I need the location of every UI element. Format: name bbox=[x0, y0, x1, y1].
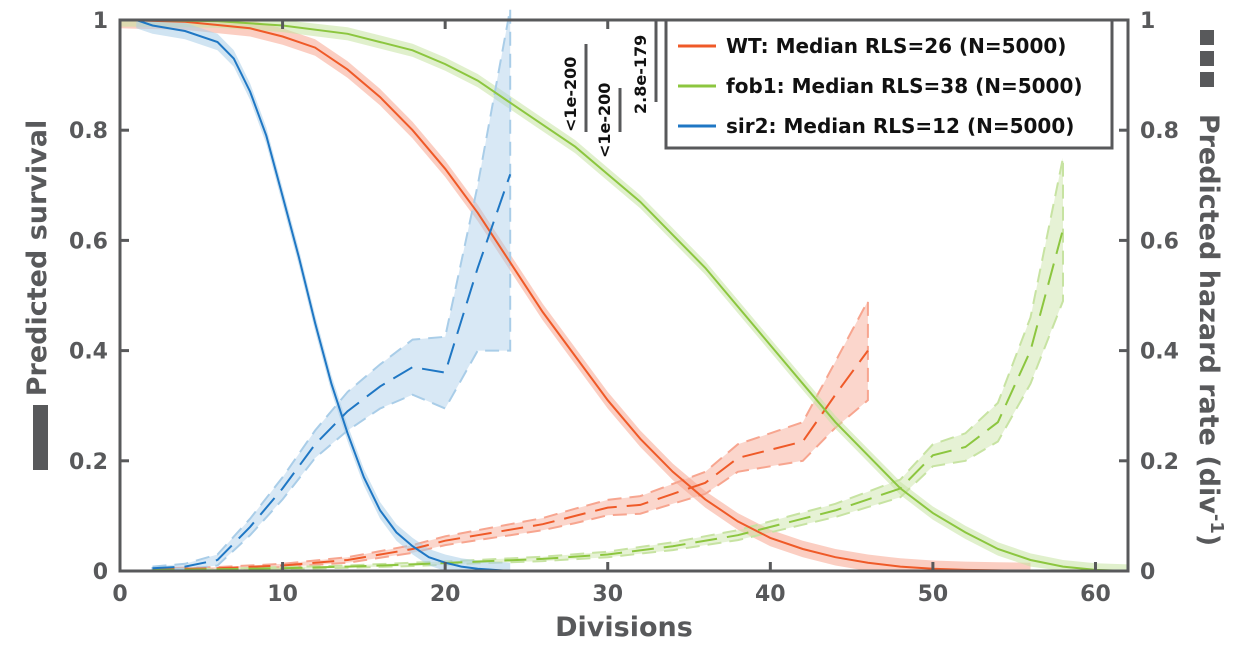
right-y-tick-label: 0.8 bbox=[1140, 119, 1179, 144]
series-line-layer bbox=[119, 19, 1129, 572]
legend-label: fob1: Median RLS=38 (N=5000) bbox=[726, 74, 1083, 98]
sir2-survival-line bbox=[135, 19, 511, 572]
right-y-tick-label: 0.6 bbox=[1140, 229, 1179, 254]
left-y-tick-label: 0.2 bbox=[69, 450, 108, 475]
solid-line-marker bbox=[33, 405, 48, 470]
x-tick-label: 20 bbox=[430, 582, 461, 607]
left-y-tick-label: 1 bbox=[93, 9, 108, 34]
dashed-line-marker bbox=[1200, 30, 1214, 87]
p-value-annotations: <1e-200 <1e-200 2.8e-179 bbox=[561, 20, 658, 158]
right-y-tick-label: 0 bbox=[1140, 560, 1155, 585]
fob1-survival-line bbox=[119, 19, 1129, 572]
legend-box bbox=[664, 18, 1114, 150]
plot-frame bbox=[118, 18, 1130, 573]
left-y-tick-label: 0 bbox=[93, 560, 108, 585]
wt-hazard-line bbox=[152, 350, 869, 571]
right-y-axis-title-superscript: -1 bbox=[1206, 514, 1227, 534]
right-y-tick-label: 1 bbox=[1140, 9, 1155, 34]
legend: WT: Median RLS=26 (N=5000) fob1: Median R… bbox=[664, 18, 1114, 150]
wt-hazard-band bbox=[151, 300, 869, 572]
dash-segment bbox=[1200, 51, 1214, 66]
right-y-axis-title-main: Predicted hazard rate (div bbox=[1193, 114, 1224, 514]
x-axis-title: Divisions bbox=[555, 612, 693, 643]
right-y-tick-label: 0.4 bbox=[1140, 340, 1179, 365]
left-y-tick-label: 0.8 bbox=[69, 119, 108, 144]
p-value-label: 2.8e-179 bbox=[631, 35, 650, 114]
x-tick-label: 30 bbox=[592, 582, 623, 607]
x-tick-label: 40 bbox=[755, 582, 786, 607]
confidence-band-layer bbox=[120, 8, 1128, 572]
sir2-hazard-line bbox=[152, 173, 512, 570]
left-y-tick-label: 0.4 bbox=[69, 340, 108, 365]
dash-segment bbox=[1200, 30, 1214, 45]
tick-layer: 0 10 20 30 40 50 600 00.2 0.20.4 0.40.6 0.60.8 0.81… bbox=[69, 9, 1179, 607]
legend-label: sir2: Median RLS=12 (N=5000) bbox=[726, 114, 1074, 138]
x-tick-label: 0 bbox=[112, 582, 127, 607]
fob1-hazard-line bbox=[152, 229, 1064, 571]
x-tick-label: 60 bbox=[1080, 582, 1111, 607]
legend-label: WT: Median RLS=26 (N=5000) bbox=[726, 34, 1066, 58]
right-y-axis-title: Predicted hazard rate (div-1) bbox=[1193, 114, 1227, 546]
p-value-label: <1e-200 bbox=[561, 57, 580, 132]
wt-survival-line bbox=[119, 19, 1031, 572]
left-y-tick-label: 0.6 bbox=[69, 229, 108, 254]
right-y-tick-label: 0.2 bbox=[1140, 450, 1179, 475]
left-y-axis-title: Predicted survival bbox=[22, 120, 53, 397]
sir2-hazard-band bbox=[151, 8, 512, 571]
p-value-label: <1e-200 bbox=[595, 83, 614, 158]
x-tick-label: 10 bbox=[267, 582, 298, 607]
x-tick-label: 50 bbox=[918, 582, 949, 607]
right-y-axis-title-close: ) bbox=[1193, 534, 1224, 546]
dash-segment bbox=[1200, 72, 1214, 87]
